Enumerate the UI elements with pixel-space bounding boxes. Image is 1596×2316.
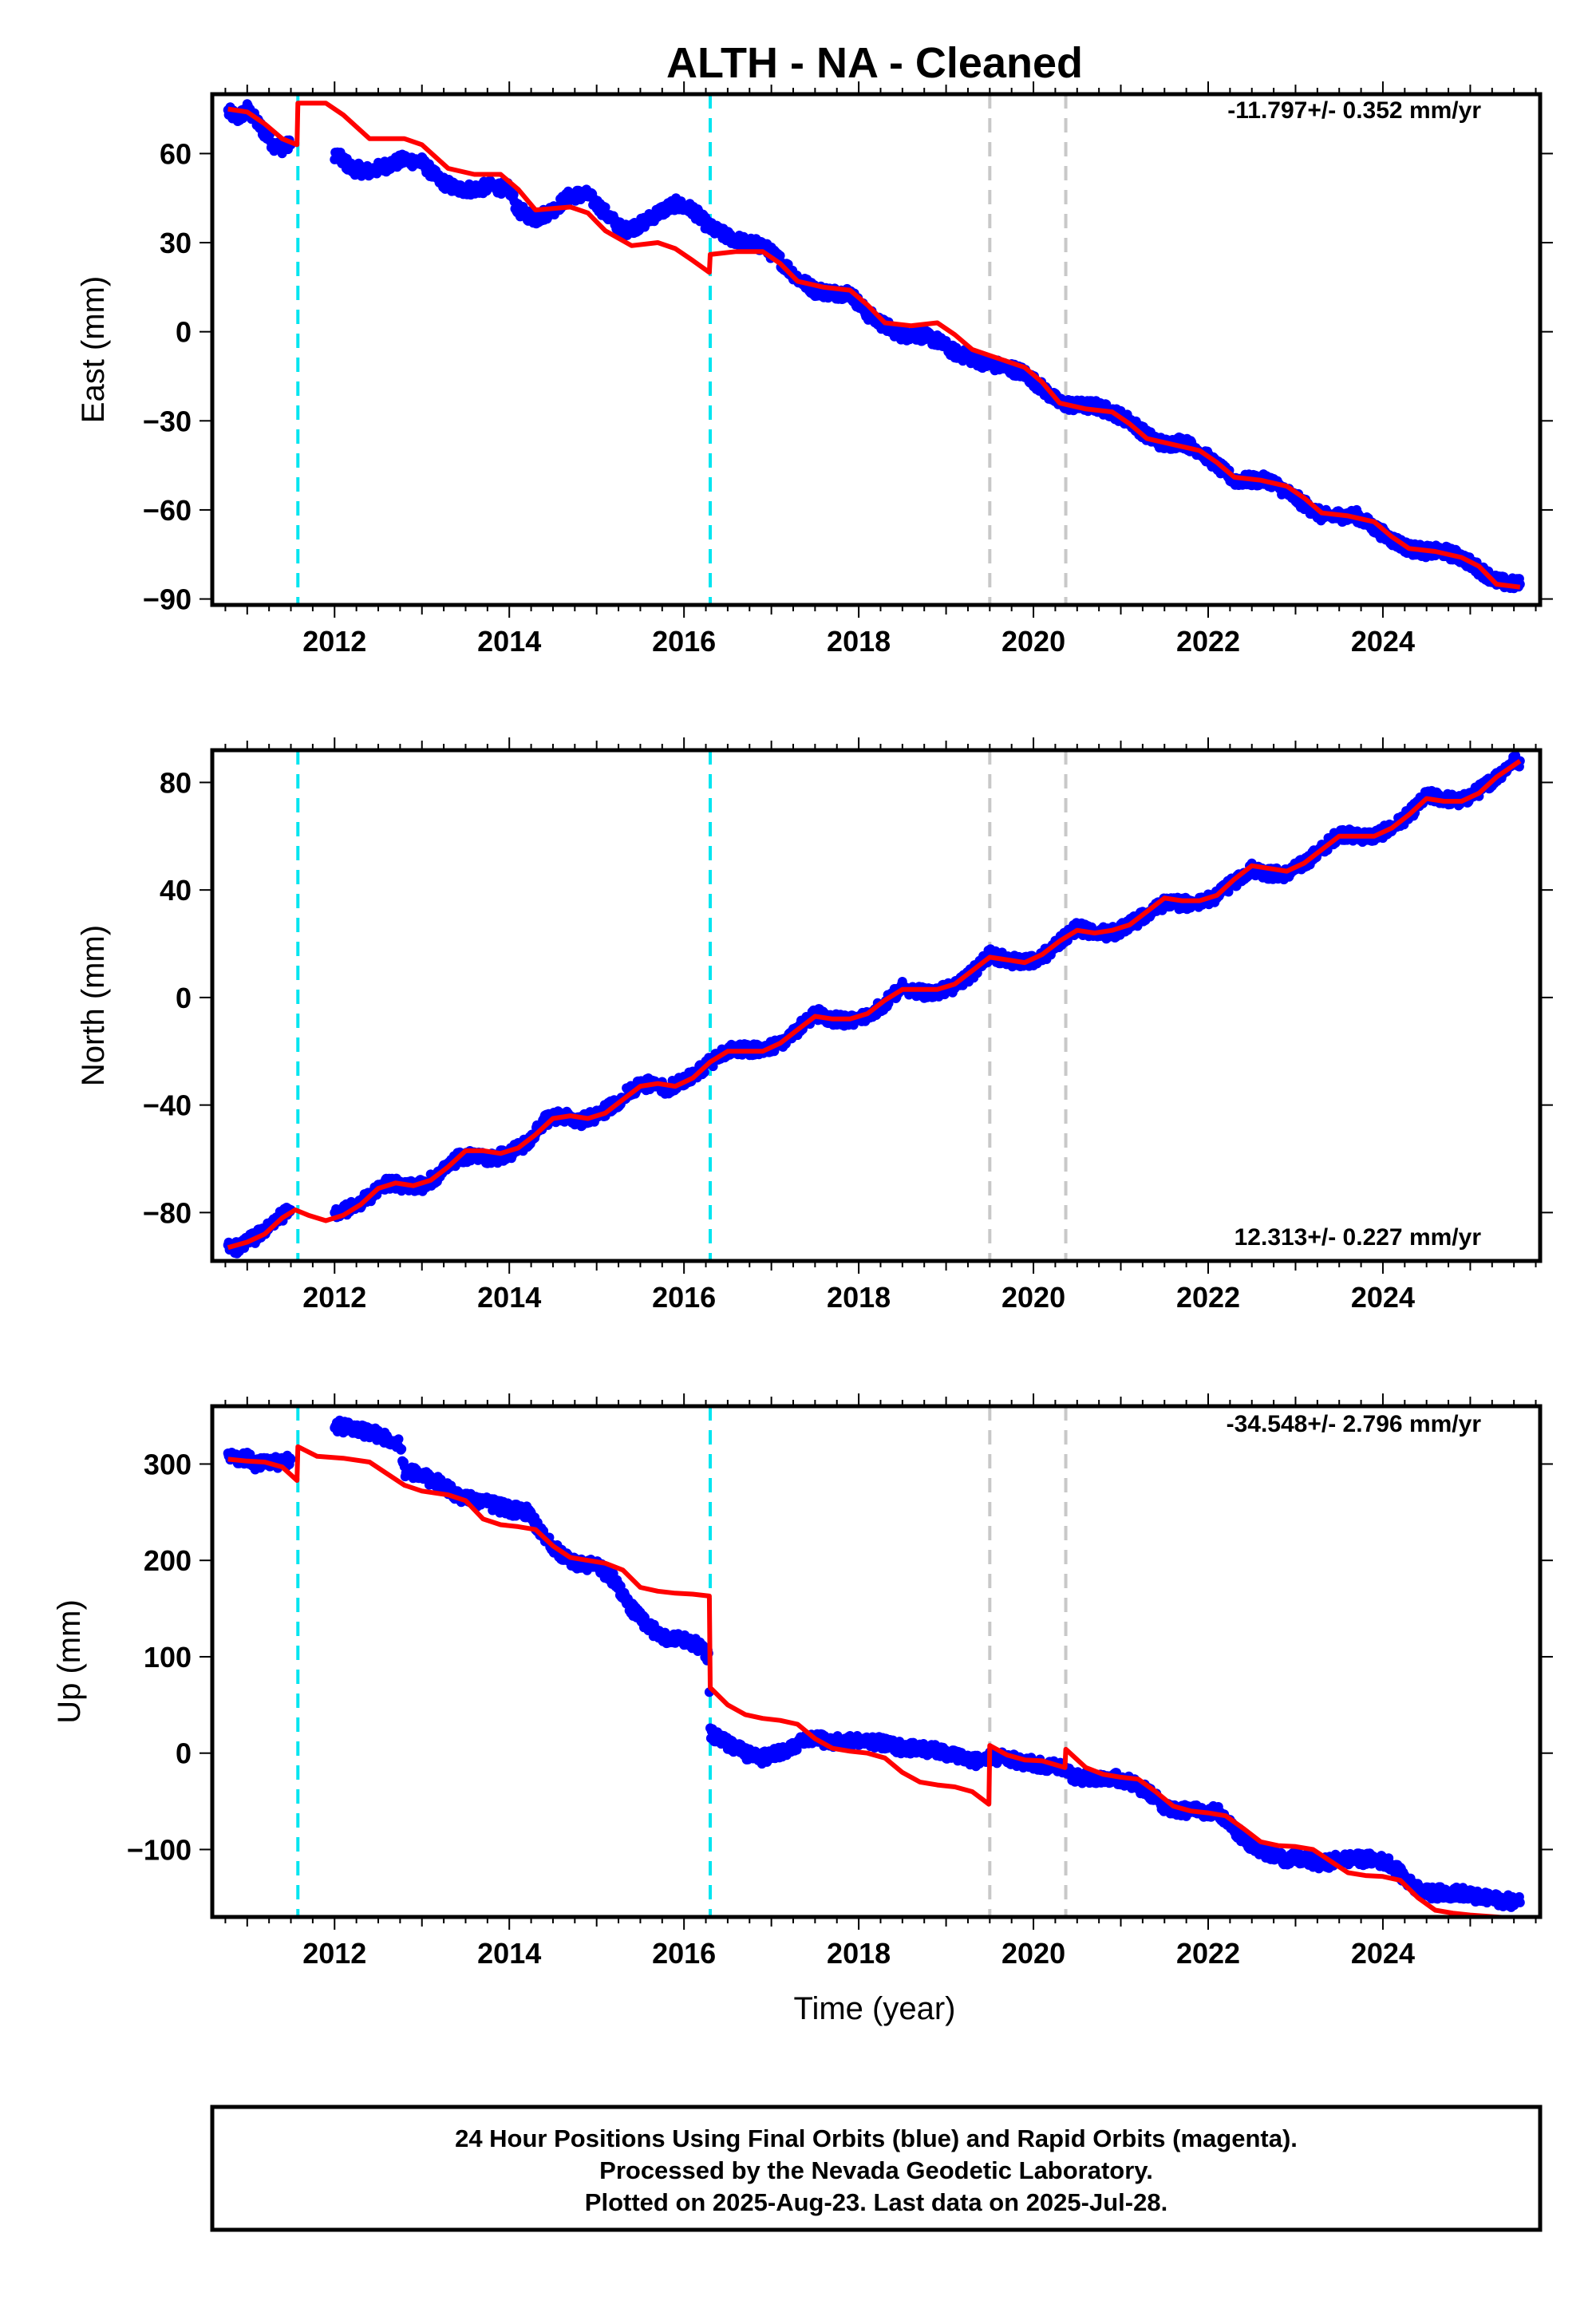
x-tick-label: 2020 — [1001, 625, 1065, 658]
y-tick-label: 0 — [176, 316, 192, 349]
x-tick-label: 2022 — [1176, 1281, 1240, 1314]
rate-annotation: -11.797+/- 0.352 mm/yr — [1227, 97, 1481, 124]
figure-title: ALTH - NA - Cleaned — [666, 39, 1083, 87]
plot-frame — [210, 92, 1543, 607]
data-point — [286, 1454, 296, 1464]
y-tick-label: 100 — [144, 1641, 192, 1674]
model-fit-line — [227, 101, 1521, 590]
x-tick-label: 2016 — [652, 1937, 716, 1970]
x-tick-label: 2018 — [827, 625, 891, 658]
x-tick-label: 2014 — [477, 1937, 541, 1970]
y-tick-label: −40 — [143, 1089, 192, 1122]
y-tick-label: 300 — [144, 1448, 192, 1480]
plot-area — [223, 750, 1525, 1261]
data-point — [775, 251, 785, 261]
plot-frame — [210, 748, 1543, 1263]
x-tick-label: 2014 — [477, 1281, 541, 1314]
y-tick-label: −60 — [143, 494, 192, 527]
x-tick-label: 2024 — [1351, 625, 1415, 658]
x-tick-label: 2012 — [302, 1937, 366, 1970]
y-tick-label: −90 — [143, 583, 192, 616]
x-tick-label: 2024 — [1351, 1281, 1415, 1314]
model-fit-line — [227, 759, 1522, 1251]
x-tick-label: 2020 — [1001, 1937, 1065, 1970]
panel-north: 2012 2014 2016 2018 2020 2022 2024 −80 −40 0 40 80 N… — [76, 737, 1553, 1314]
y-tick-label: 0 — [176, 982, 192, 1014]
y-tick-label: −100 — [127, 1833, 192, 1866]
x-tick-label: 2014 — [477, 625, 541, 658]
x-tick-label: 2020 — [1001, 1281, 1065, 1314]
data-point — [397, 1444, 407, 1454]
data-point — [393, 1434, 404, 1445]
panel-east: 2012 2014 2016 2018 2020 2022 2024 −90 −60 −30 0 30… — [76, 81, 1553, 658]
y-tick-label: 40 — [160, 874, 192, 907]
data-point — [600, 202, 610, 212]
x-tick-label: 2018 — [827, 1281, 891, 1314]
y-axis-label: North (mm) — [76, 925, 111, 1086]
panel-up: 2012 2014 2016 2018 2020 2022 2024 −100 0 100 200 3… — [52, 1393, 1553, 1970]
y-tick-label: 30 — [160, 227, 192, 259]
x-tick-label: 2018 — [827, 1937, 891, 1970]
y-axis-label: Up (mm) — [52, 1599, 87, 1724]
y-axis-label: East (mm) — [76, 276, 111, 423]
x-tick-label: 2016 — [652, 1281, 716, 1314]
plot-area — [223, 94, 1525, 605]
y-tick-label: −80 — [143, 1196, 192, 1229]
y-tick-label: 200 — [144, 1544, 192, 1577]
plot-area — [223, 1406, 1525, 1917]
x-tick-label: 2024 — [1351, 1937, 1415, 1970]
x-tick-label: 2012 — [302, 1281, 366, 1314]
x-tick-label: 2016 — [652, 625, 716, 658]
y-tick-label: 0 — [176, 1737, 192, 1770]
x-tick-label: 2022 — [1176, 625, 1240, 658]
x-tick-label: 2012 — [302, 625, 366, 658]
rate-annotation: 12.313+/- 0.227 mm/yr — [1235, 1224, 1482, 1251]
data-point — [508, 189, 519, 200]
y-tick-label: 60 — [160, 137, 192, 170]
panels: 2012 2014 2016 2018 2020 2022 2024 −90 −60 −30 0 30… — [52, 81, 1553, 1970]
y-tick-label: −30 — [143, 405, 192, 437]
x-tick-label: 2022 — [1176, 1937, 1240, 1970]
y-tick-label: 80 — [160, 766, 192, 799]
